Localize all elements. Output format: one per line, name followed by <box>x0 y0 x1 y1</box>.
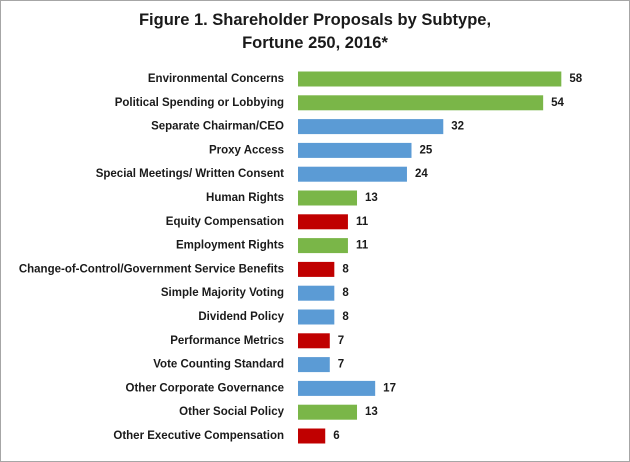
value-label: 13 <box>365 406 378 418</box>
value-label: 11 <box>356 240 369 252</box>
bar <box>298 238 348 254</box>
bar <box>298 428 326 444</box>
category-label: Dividend Policy <box>198 311 284 323</box>
chart-title-line-1: Figure 1. Shareholder Proposals by Subty… <box>138 11 492 29</box>
value-label: 7 <box>338 359 344 371</box>
value-label: 58 <box>569 73 582 85</box>
chart-title-line-2: Fortune 250, 2016* <box>242 34 388 52</box>
category-label: Separate Chairman/CEO <box>151 121 284 133</box>
bar <box>298 261 335 277</box>
bar <box>298 214 348 230</box>
value-label: 24 <box>415 168 428 180</box>
value-label: 6 <box>333 430 339 442</box>
bar <box>298 380 376 396</box>
chart-title: Figure 1. Shareholder Proposals by Subty… <box>1 9 629 55</box>
category-label: Political Spending or Lobbying <box>115 97 284 109</box>
value-label: 17 <box>383 382 396 394</box>
bar <box>298 166 407 182</box>
category-label: Human Rights <box>206 192 284 204</box>
bar <box>298 309 335 325</box>
bar <box>298 142 412 158</box>
category-label: Simple Majority Voting <box>161 287 284 299</box>
bar <box>298 190 358 206</box>
value-label: 25 <box>420 144 433 156</box>
value-label: 11 <box>356 216 369 228</box>
category-label: Performance Metrics <box>170 335 284 347</box>
bar <box>298 285 335 301</box>
value-label: 54 <box>551 97 564 109</box>
bars-layer: Environmental Concerns 58 Political Spendi… <box>19 71 583 444</box>
value-label: 32 <box>451 121 464 133</box>
bar <box>298 333 330 349</box>
category-label: Vote Counting Standard <box>153 359 284 371</box>
bar <box>298 404 358 420</box>
category-label: Change-of-Control/Government Service Ben… <box>19 263 284 275</box>
category-label: Other Social Policy <box>179 406 284 418</box>
value-label: 7 <box>338 335 344 347</box>
bar <box>298 71 562 87</box>
category-label: Environmental Concerns <box>148 73 284 85</box>
value-label: 13 <box>365 192 378 204</box>
category-label: Proxy Access <box>209 144 284 156</box>
bar <box>298 357 330 373</box>
category-label: Equity Compensation <box>166 216 284 228</box>
value-label: 8 <box>342 263 349 275</box>
category-label: Special Meetings/ Written Consent <box>96 168 284 180</box>
category-label: Employment Rights <box>176 240 284 252</box>
category-label: Other Executive Compensation <box>113 430 284 442</box>
value-label: 8 <box>342 287 349 299</box>
bar <box>298 95 544 111</box>
value-label: 8 <box>342 311 349 323</box>
category-label: Other Corporate Governance <box>126 382 284 394</box>
bar <box>298 119 444 135</box>
